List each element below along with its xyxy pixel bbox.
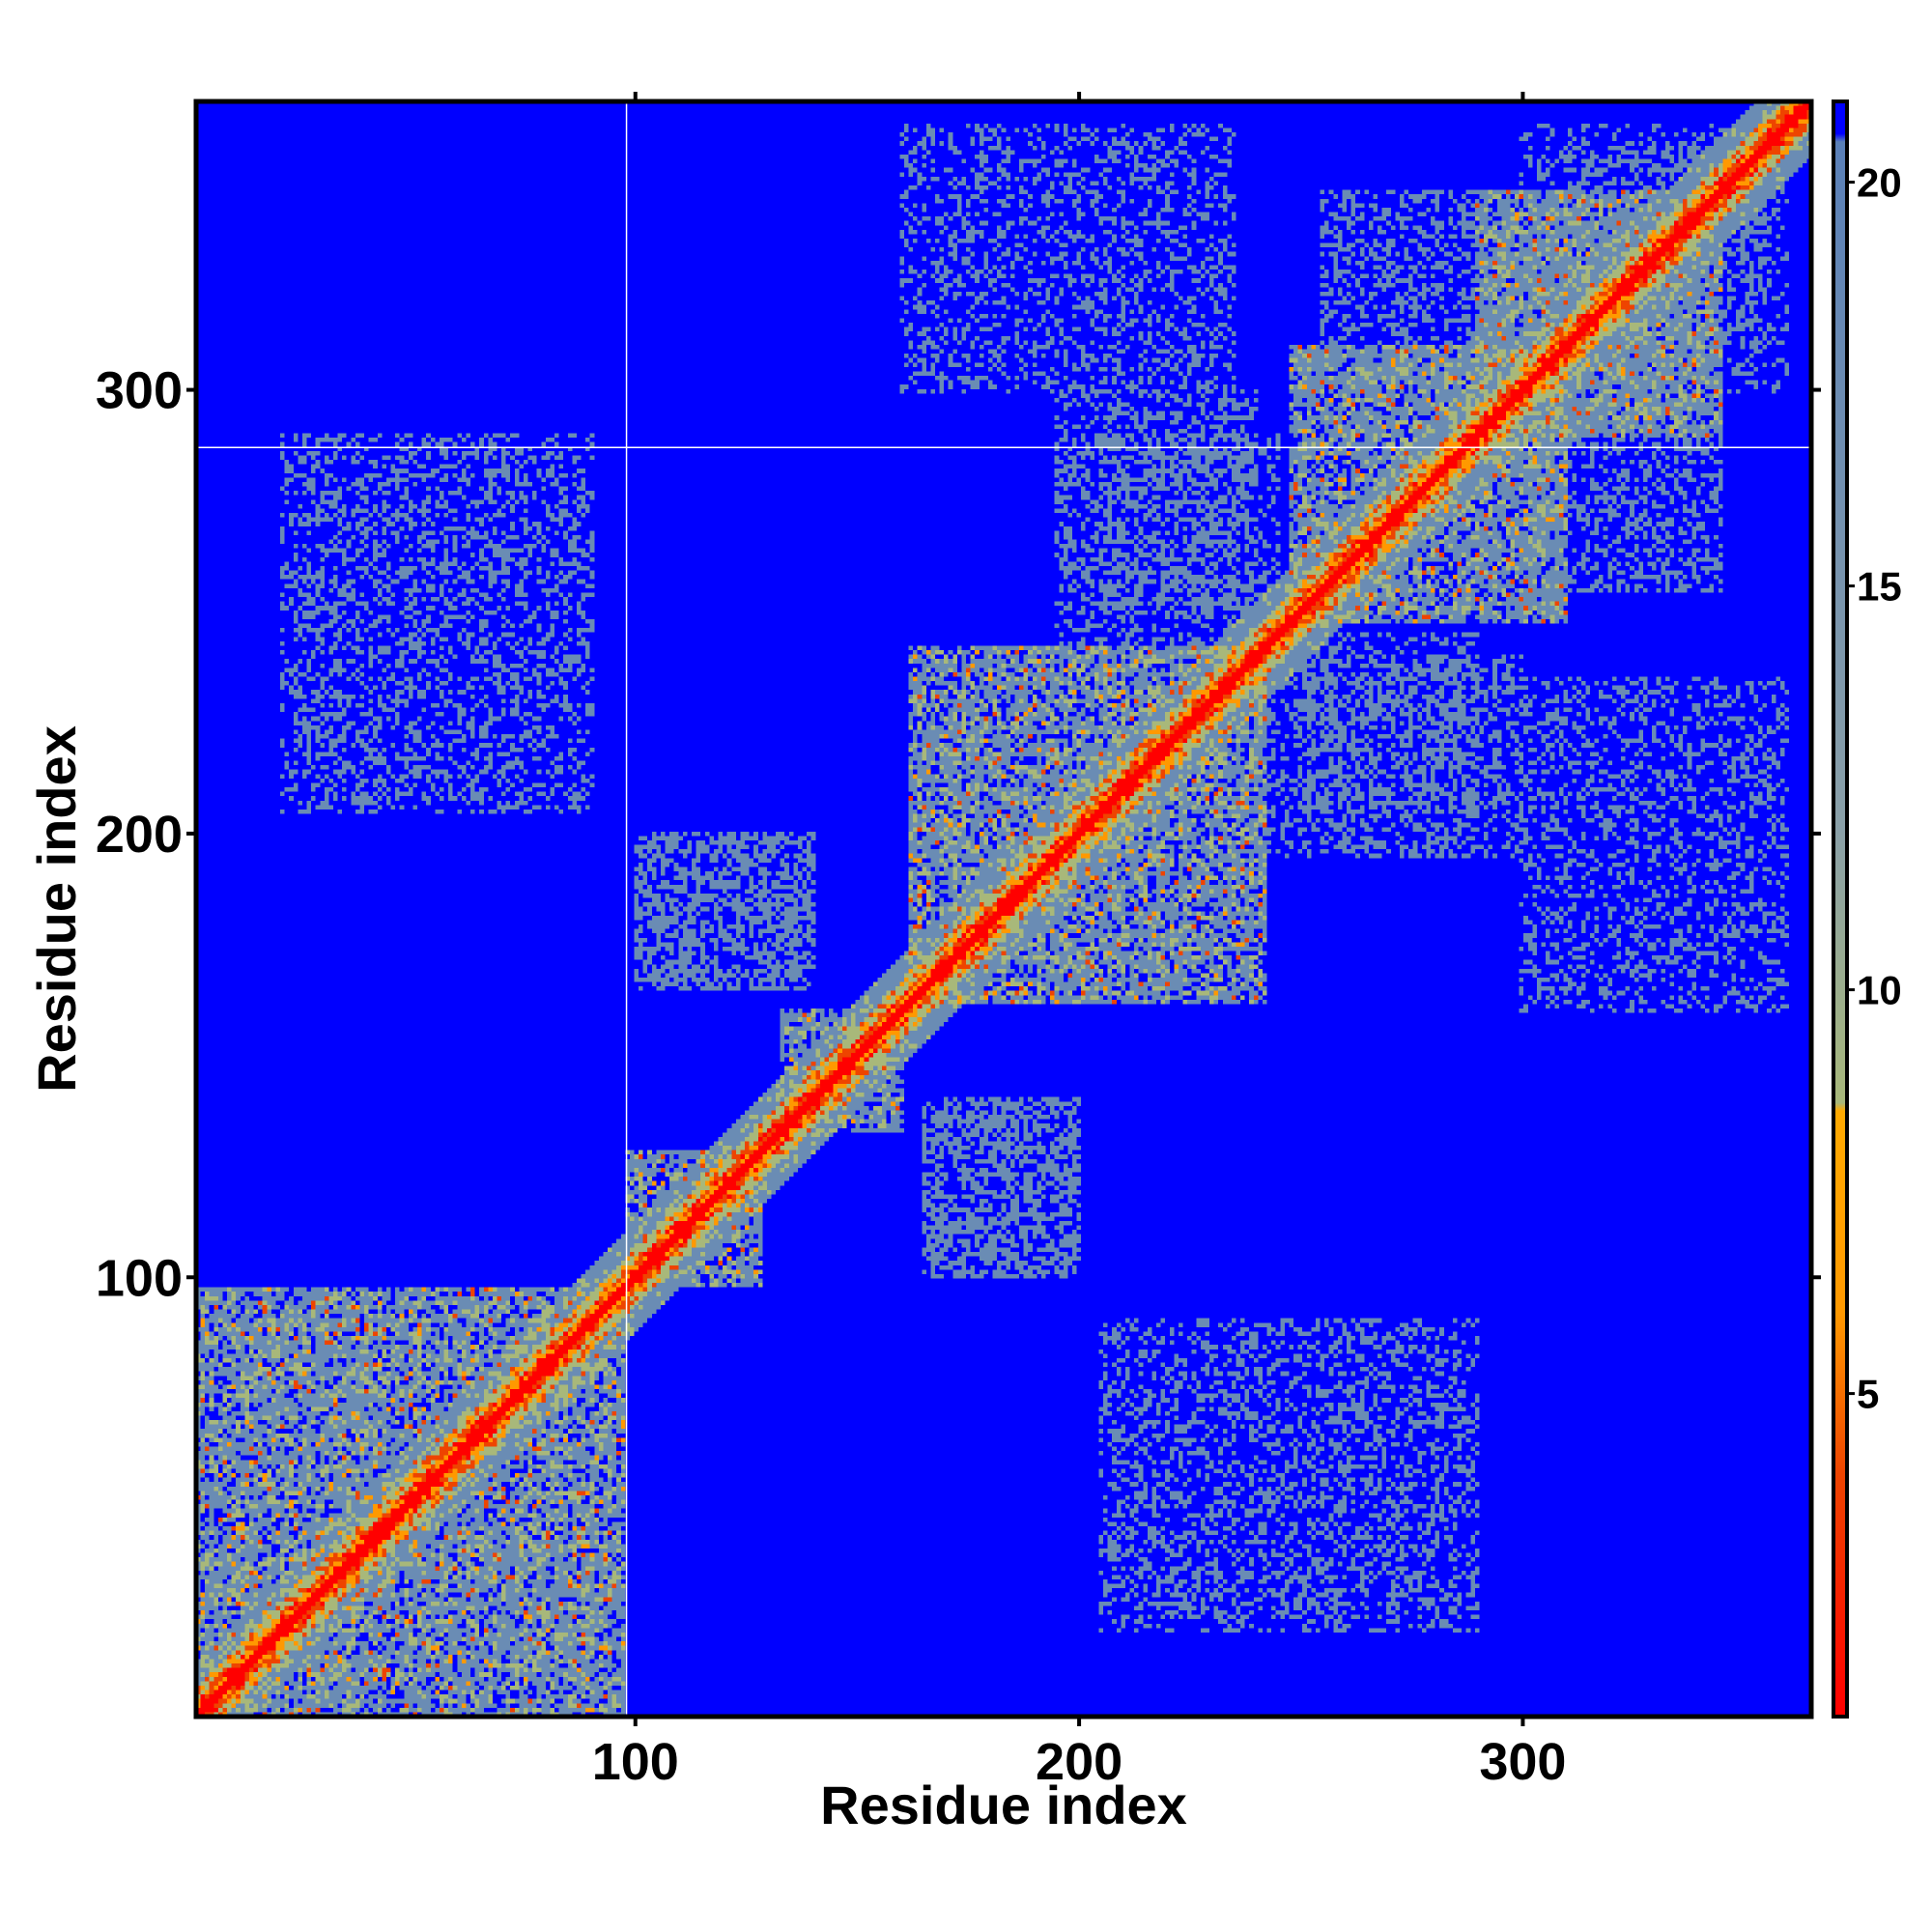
y-tick-label: 300 <box>96 362 183 420</box>
y-axis-title: Residue index <box>26 725 87 1093</box>
colorbar-tick-label: 10 <box>1857 968 1902 1013</box>
x-axis-title: Residue index <box>820 1775 1187 1835</box>
y-tick-label: 100 <box>96 1249 183 1307</box>
x-tick-label: 100 <box>592 1733 679 1791</box>
x-tick-label: 200 <box>1036 1733 1122 1791</box>
plot-frame <box>193 99 1814 1719</box>
colorbar-tick-label: 20 <box>1857 160 1902 206</box>
y-axis-ticks: 100 200 300 <box>96 362 1821 1307</box>
colorbar-ticks: 5 10 15 20 <box>1847 160 1902 1417</box>
colorbar-tick-label: 5 <box>1857 1372 1879 1417</box>
x-axis-ticks: 100 200 300 <box>592 92 1566 1791</box>
heatmap <box>196 101 1811 1717</box>
colorbar <box>1832 99 1849 1719</box>
colorbar-tick-label: 15 <box>1857 564 1902 610</box>
y-tick-label: 200 <box>96 806 183 864</box>
x-tick-label: 300 <box>1479 1733 1566 1791</box>
